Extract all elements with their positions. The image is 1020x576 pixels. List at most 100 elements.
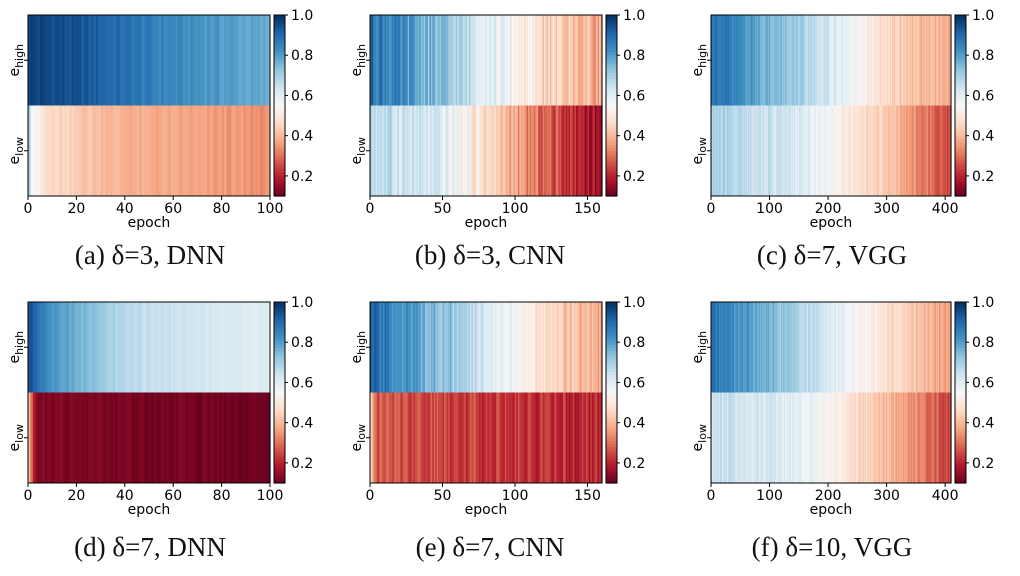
heat-cell — [768, 392, 770, 483]
heat-cell — [855, 15, 857, 106]
colorbar-step — [955, 464, 966, 469]
heat-cell — [812, 15, 815, 106]
heat-cell — [778, 105, 780, 196]
heat-cell — [441, 302, 444, 393]
y-row-label: elow — [690, 424, 709, 451]
heat-cell — [753, 105, 755, 196]
heat-cell — [430, 105, 433, 196]
heat-cell — [233, 15, 237, 106]
heat-cell — [388, 302, 391, 393]
colorbar-step — [274, 386, 285, 391]
heat-cell — [830, 105, 832, 196]
heat-cell — [759, 105, 761, 196]
heat-cell — [788, 302, 791, 393]
heat-cell — [66, 302, 70, 393]
heat-cell — [735, 302, 737, 393]
heat-cell — [78, 392, 82, 483]
heat-cell — [570, 302, 573, 393]
heat-cell — [445, 105, 448, 196]
heat-cell — [901, 302, 903, 393]
heat-cell — [934, 302, 936, 393]
heat-cell — [194, 392, 198, 483]
heat-cell — [257, 105, 261, 196]
heat-cell — [855, 392, 858, 483]
colorbar-step — [955, 72, 966, 76]
heat-cell — [127, 15, 131, 106]
colorbar-step — [274, 30, 285, 34]
colorbar-step — [606, 350, 617, 354]
heat-cell — [404, 302, 407, 393]
heat-cell — [507, 302, 510, 393]
heat-cell — [562, 392, 565, 483]
heat-cell — [843, 302, 846, 393]
heat-cell — [814, 392, 816, 483]
heat-cell — [394, 105, 397, 196]
heat-cell — [510, 392, 513, 483]
heat-cell — [158, 392, 162, 483]
heat-cell — [845, 105, 848, 196]
heat-cell — [197, 105, 201, 196]
heat-cell — [725, 392, 728, 483]
heat-cell — [265, 302, 269, 393]
heat-cell — [804, 15, 806, 106]
colorbar-step — [274, 138, 285, 143]
heat-cell — [785, 392, 788, 483]
heat-cell — [442, 105, 445, 196]
heat-cell — [551, 392, 554, 483]
heat-cell — [939, 392, 942, 483]
heat-cell — [115, 392, 119, 483]
heat-cell — [798, 302, 801, 393]
heat-cell — [214, 15, 218, 106]
heat-cell — [429, 392, 432, 483]
colorbar-step — [274, 347, 285, 351]
heat-cell — [144, 392, 148, 483]
heat-cell — [565, 302, 568, 393]
heat-cell — [714, 105, 717, 196]
heat-cell — [881, 15, 884, 106]
heat-cell — [226, 392, 230, 483]
heat-cell — [593, 105, 596, 196]
heat-cell — [575, 392, 578, 483]
heat-cell — [808, 392, 811, 483]
heat-cell — [934, 15, 936, 106]
heat-cell — [900, 15, 902, 106]
heat-cell — [898, 302, 900, 393]
colorbar-step — [274, 123, 285, 128]
heat-cell — [729, 105, 731, 196]
heat-cell — [129, 392, 133, 483]
heat-cell — [732, 302, 734, 393]
heat-cell — [438, 15, 441, 106]
heat-cell — [932, 302, 935, 393]
colorbar-step — [606, 96, 617, 101]
heat-cell — [913, 15, 915, 106]
heat-cell — [549, 392, 552, 483]
colorbar-step — [606, 120, 617, 125]
heat-cell — [423, 105, 426, 196]
heat-cell — [574, 392, 577, 483]
heat-cell — [180, 15, 184, 106]
heat-cell — [818, 105, 820, 196]
heat-cell — [396, 15, 399, 106]
heat-cell — [574, 105, 577, 196]
heat-cell — [731, 392, 733, 483]
heat-cell — [42, 302, 46, 393]
heat-cell — [493, 105, 496, 196]
heat-cell — [874, 302, 876, 393]
colorbar-step — [274, 15, 285, 19]
heat-cell — [924, 302, 926, 393]
heat-cell — [413, 392, 416, 483]
heat-cell — [711, 105, 714, 196]
heat-cell — [73, 392, 77, 483]
heat-cell — [735, 15, 737, 106]
heat-cell — [515, 15, 518, 106]
heat-cell — [496, 302, 499, 393]
heat-cell — [875, 105, 877, 196]
x-tick-label: 20 — [67, 201, 85, 217]
colorbar-step — [955, 317, 966, 321]
heat-cell — [917, 302, 920, 393]
heat-cell — [425, 15, 428, 106]
colorbar-step — [274, 21, 285, 25]
heat-cell — [931, 392, 934, 483]
heat-cell — [813, 392, 815, 483]
heat-cell — [419, 392, 422, 483]
